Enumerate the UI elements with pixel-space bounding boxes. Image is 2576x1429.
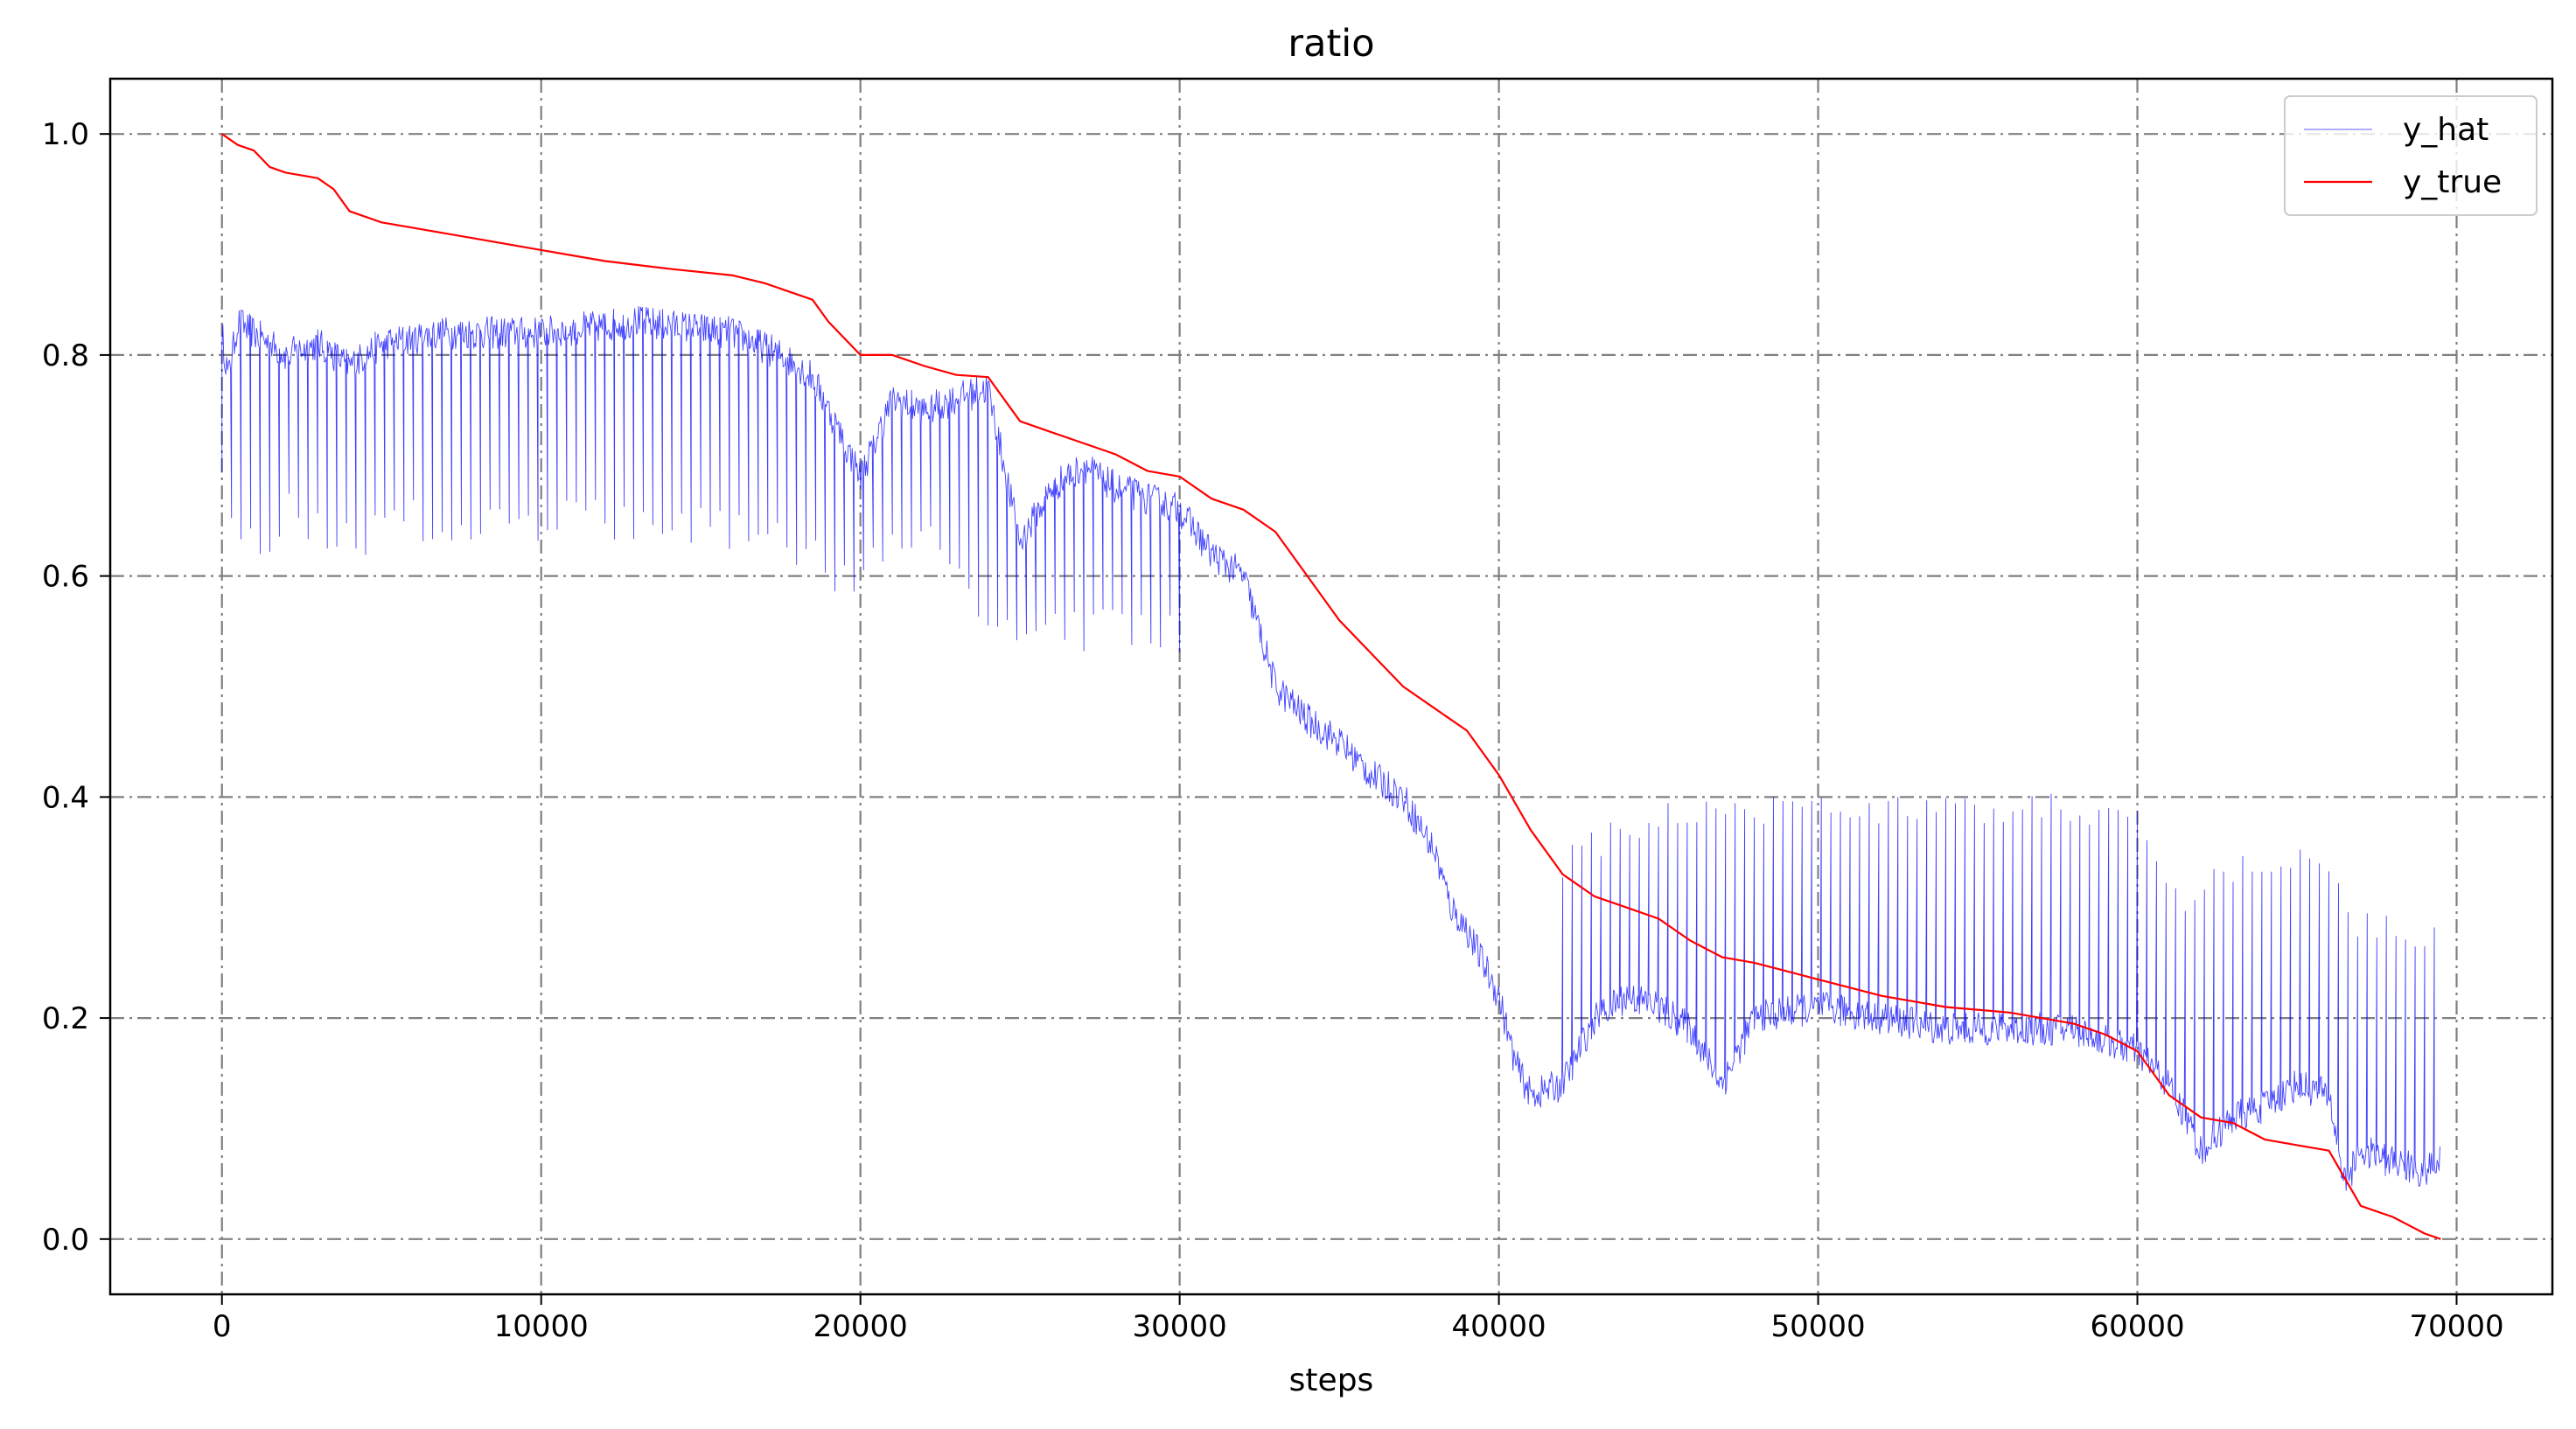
y-tick-label: 0.4: [42, 780, 89, 815]
x-tick-label: 0: [213, 1309, 232, 1344]
y-tick-label: 0.0: [42, 1223, 89, 1258]
series-layer: [221, 133, 2441, 1240]
x-tick-label: 20000: [813, 1309, 908, 1344]
x-tick-label: 50000: [1770, 1309, 1865, 1344]
legend-label-y-hat: y_hat: [2403, 112, 2489, 148]
x-tick-label: 70000: [2409, 1309, 2503, 1344]
x-tick-label: 60000: [2090, 1309, 2184, 1344]
legend-box: [2284, 95, 2538, 216]
x-tick-label: 40000: [1452, 1309, 1546, 1344]
grid: [110, 79, 2552, 1294]
x-tick-label: 30000: [1133, 1309, 1227, 1344]
plot-frame: [108, 77, 2554, 1296]
y-tick-label: 0.8: [42, 338, 89, 373]
legend: y_hat y_true: [2284, 95, 2538, 216]
series-y-true-line: [221, 133, 2441, 1240]
chart-title: ratio: [1288, 22, 1374, 66]
x-tick-label: 10000: [494, 1309, 589, 1344]
y-tick-label: 0.2: [42, 1001, 89, 1036]
y-tick-label: 0.6: [42, 560, 89, 595]
series-y-hat-line: [221, 305, 2440, 1191]
ticks: 0 10000 20000 30000 40000 50000 60000 70000 0.0 0…: [42, 117, 2504, 1344]
y-tick-label: 1.0: [42, 117, 89, 152]
x-axis-title: steps: [1289, 1363, 1374, 1398]
legend-label-y-true: y_true: [2403, 164, 2502, 200]
